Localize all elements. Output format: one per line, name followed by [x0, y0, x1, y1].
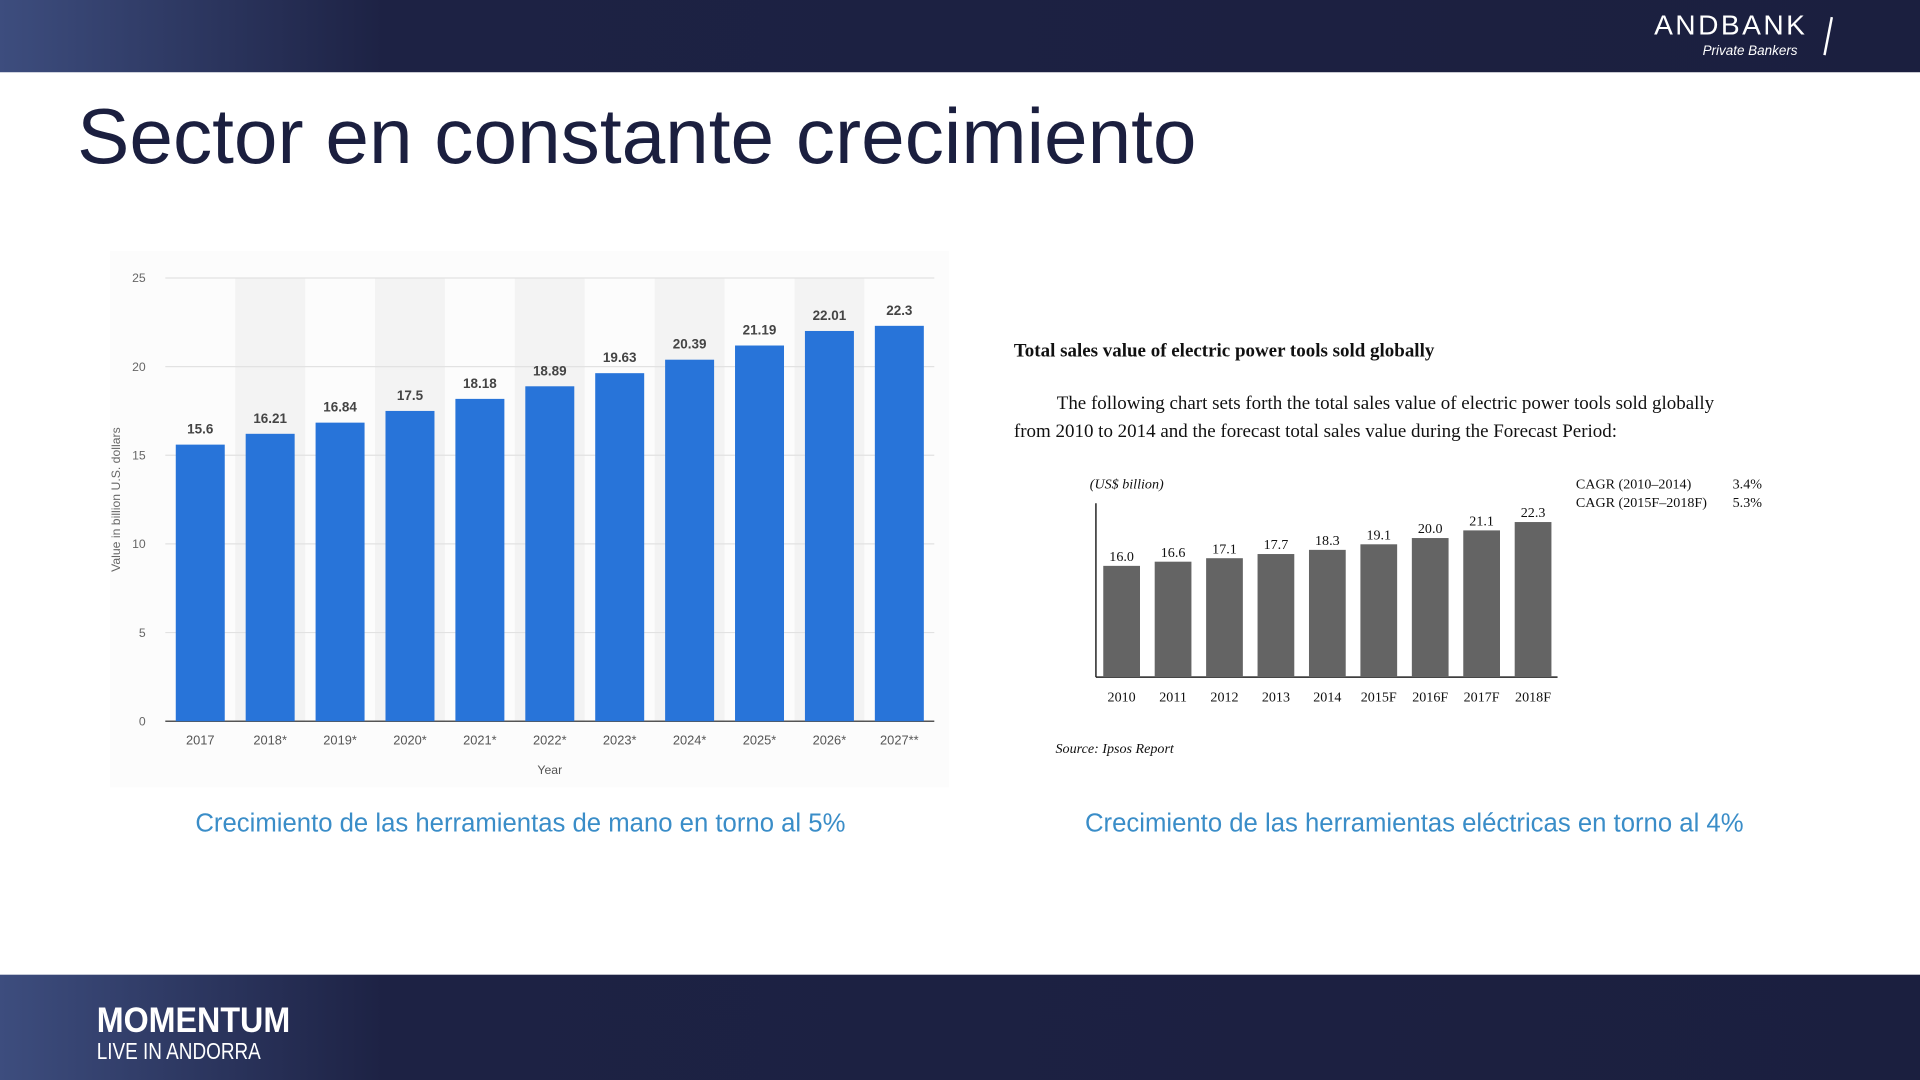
data-label: 18.3 — [1315, 533, 1340, 549]
brand-slash — [1823, 16, 1834, 56]
data-label: 16.21 — [253, 411, 287, 426]
x-tick-label: 2020* — [393, 732, 427, 747]
annotation-label: CAGR (2010–2014) — [1576, 477, 1692, 493]
chart-title: Total sales value of electric power tool… — [1014, 340, 1435, 361]
bar — [525, 386, 575, 722]
x-tick-label: 2011 — [1159, 690, 1187, 706]
header-bar — [0, 0, 1920, 73]
slide-title: Sector en constante crecimiento — [77, 92, 1196, 180]
data-label: 20.39 — [673, 337, 707, 352]
bar — [1257, 554, 1295, 678]
data-label: 21.1 — [1469, 513, 1494, 529]
x-tick-label: 2027** — [880, 732, 919, 747]
data-label: 18.89 — [533, 363, 567, 378]
x-tick-label: 2014 — [1313, 690, 1341, 706]
x-tick-label: 2024* — [673, 732, 707, 747]
y-tick-label: 25 — [132, 271, 146, 285]
caption: Crecimiento de las herramientas eléctric… — [1085, 809, 1744, 837]
data-label: 17.1 — [1212, 541, 1237, 557]
description: from 2010 to 2014 and the forecast total… — [1014, 421, 1617, 442]
bar — [1514, 522, 1552, 678]
x-tick-label: 2023* — [603, 732, 637, 747]
x-tick-label: 2025* — [743, 732, 777, 747]
x-tick-label: 2018F — [1515, 690, 1551, 706]
x-tick-label: 2017F — [1464, 690, 1500, 706]
event-name: MOMENTUM — [97, 1000, 290, 1040]
bar — [665, 359, 715, 722]
data-label: 18.18 — [463, 376, 497, 391]
data-label: 15.6 — [187, 422, 213, 437]
data-label: 17.5 — [397, 388, 424, 403]
x-tick-label: 2013 — [1262, 690, 1290, 706]
bar — [1154, 561, 1192, 678]
x-tick-label: 2015F — [1361, 690, 1397, 706]
y-tick-label: 10 — [132, 537, 146, 551]
x-tick-label: 2018* — [253, 732, 287, 747]
annotation-value: 3.4% — [1733, 477, 1763, 493]
x-tick-label: 2026* — [813, 732, 847, 747]
bar — [1103, 565, 1140, 678]
bar — [595, 373, 645, 722]
x-tick-label: 2016F — [1412, 690, 1448, 706]
x-tick-label: 2019* — [323, 732, 357, 747]
y-tick-label: 5 — [139, 626, 146, 640]
bar — [1308, 549, 1346, 678]
x-tick-label: 2010 — [1108, 690, 1136, 706]
y-axis-label: Value in billion U.S. dollars — [109, 427, 123, 572]
bar — [874, 325, 924, 722]
caption: Crecimiento de las herramientas de mano … — [195, 809, 845, 837]
x-tick-label: 2012 — [1210, 690, 1238, 706]
data-label: 21.19 — [743, 322, 777, 337]
bar — [175, 444, 225, 722]
footer-bar — [0, 974, 1920, 1080]
bar — [1360, 544, 1398, 678]
event-location: LIVE IN ANDORRA — [97, 1038, 261, 1064]
description: The following chart sets forth the total… — [1057, 393, 1715, 414]
bar — [1463, 530, 1500, 678]
bar — [315, 422, 365, 722]
bar — [245, 433, 295, 722]
x-tick-label: 2017 — [186, 732, 215, 747]
data-label: 22.01 — [813, 308, 847, 323]
bar — [1206, 558, 1243, 678]
source: Source: Ipsos Report — [1056, 741, 1175, 757]
data-label: 16.84 — [323, 400, 357, 415]
data-label: 19.1 — [1366, 527, 1391, 543]
bar — [735, 345, 785, 722]
bar — [804, 330, 854, 722]
y-tick-label: 0 — [139, 715, 146, 729]
x-axis-label: Year — [537, 763, 562, 777]
x-tick-label: 2021* — [463, 732, 497, 747]
data-label: 19.63 — [603, 350, 637, 365]
y-tick-label: 20 — [132, 360, 146, 374]
data-label: 16.0 — [1109, 549, 1134, 565]
x-tick-label: 2022* — [533, 732, 567, 747]
data-label: 16.6 — [1161, 545, 1186, 561]
unit-label: (US$ billion) — [1090, 477, 1164, 493]
bar — [1411, 538, 1449, 678]
data-label: 20.0 — [1418, 521, 1443, 537]
brand: ANDBANK — [1654, 9, 1807, 40]
data-label: 22.3 — [886, 303, 912, 318]
tagline: Private Bankers — [1703, 43, 1798, 58]
annotation-value: 5.3% — [1733, 495, 1763, 511]
annotation-label: CAGR (2015F–2018F) — [1576, 495, 1707, 511]
y-tick-label: 15 — [132, 449, 146, 463]
bar — [385, 410, 435, 722]
bar — [455, 398, 505, 722]
data-label: 22.3 — [1521, 505, 1546, 521]
data-label: 17.7 — [1264, 537, 1289, 553]
